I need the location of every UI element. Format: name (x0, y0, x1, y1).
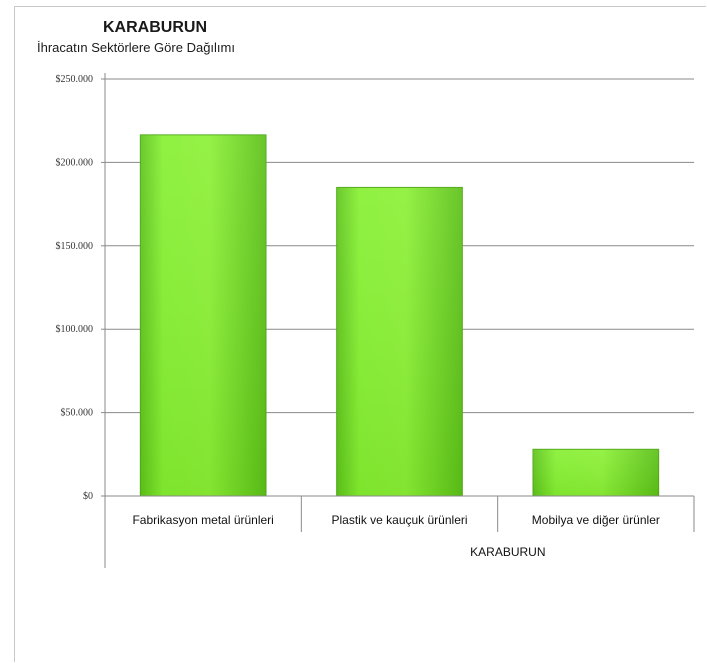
bar-shading (140, 134, 266, 497)
tick-labels: $0 $50.000 $100.000 $150.000 $200.000 $250.00… (56, 74, 660, 559)
x-category-label: Mobilya ve diğer ürünler (532, 513, 660, 527)
bar-shading (336, 187, 463, 497)
y-tick-label: $0 (83, 491, 93, 502)
x-category-label: Fabrikasyon metal ürünleri (132, 513, 273, 527)
bar-shading (533, 449, 659, 496)
y-tick-label: $150.000 (56, 241, 94, 252)
x-category-label: Plastik ve kauçuk ürünleri (331, 513, 467, 527)
y-tick-label: $100.000 (56, 324, 94, 335)
y-tick-label: $200.000 (56, 157, 94, 168)
chart-frame (14, 6, 706, 662)
axes (101, 73, 695, 568)
bars (139, 134, 660, 497)
x-axis-title: KARABURUN (470, 545, 545, 559)
chart-title: KARABURUN (103, 19, 207, 36)
y-tick-label: $50.000 (61, 408, 94, 419)
y-tick-label: $250.000 (56, 74, 94, 85)
chart-subtitle: İhracatın Sektörlere Göre Dağılımı (37, 40, 235, 55)
